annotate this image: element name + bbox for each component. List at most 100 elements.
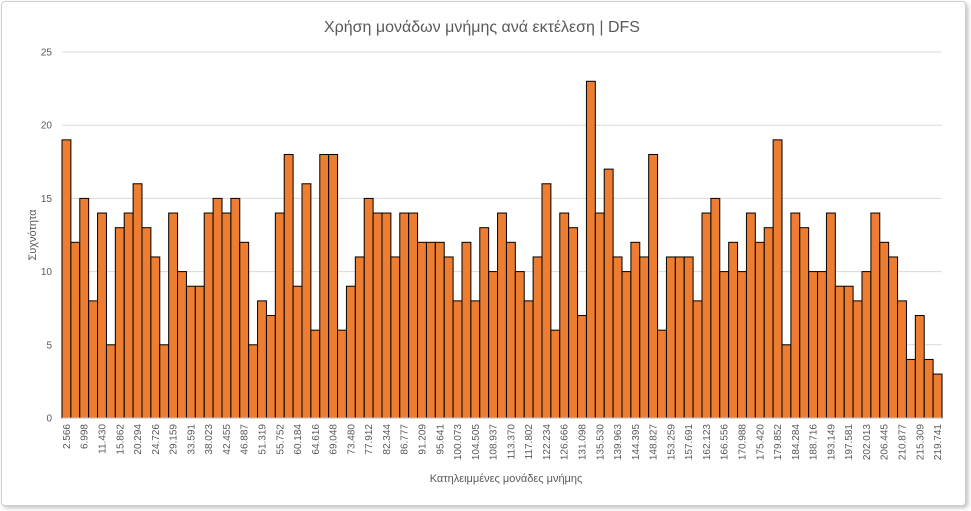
bar	[674, 256, 685, 419]
bar	[923, 358, 934, 419]
bar	[639, 256, 650, 419]
bar	[105, 344, 116, 419]
bar	[541, 183, 552, 419]
bar	[212, 197, 223, 419]
bar	[550, 329, 561, 419]
bar	[345, 285, 356, 419]
bar	[114, 227, 125, 419]
bar	[203, 212, 214, 419]
x-tick-label: 210.877	[898, 424, 909, 461]
bar	[61, 139, 72, 419]
bar	[532, 256, 543, 419]
bar	[657, 329, 667, 419]
bar	[763, 227, 774, 419]
bar	[772, 139, 783, 419]
y-tick-label: 20	[41, 121, 53, 132]
bar	[274, 212, 285, 419]
bar	[594, 212, 605, 419]
bar	[363, 197, 374, 419]
bar	[434, 241, 445, 419]
bar	[123, 212, 134, 419]
x-tick-label: 51.319	[258, 424, 269, 455]
bar	[354, 256, 365, 419]
x-tick-label: 15.862	[115, 424, 126, 455]
bar	[79, 197, 90, 419]
bar	[665, 256, 676, 419]
x-tick-label: 46.887	[240, 424, 251, 455]
x-tick-label: 184.284	[791, 424, 802, 461]
bar	[825, 212, 836, 419]
bar	[897, 300, 907, 419]
bar	[337, 329, 347, 419]
bar	[177, 271, 187, 419]
bar	[710, 197, 721, 419]
bar	[559, 212, 570, 419]
x-tick-label: 86.777	[400, 424, 411, 455]
x-tick-label: 206.445	[880, 424, 891, 461]
bar	[603, 168, 614, 419]
bar	[185, 285, 196, 419]
x-tick-label: 55.752	[275, 424, 286, 455]
x-tick-label: 215.309	[915, 424, 926, 461]
x-tick-label: 202.013	[862, 424, 873, 461]
bar	[328, 153, 339, 419]
bar	[568, 227, 579, 419]
x-tick-label: 153.259	[666, 424, 677, 461]
bar	[159, 344, 170, 419]
bar	[870, 212, 881, 419]
y-axis-ticks: 0 5 10 15 20 25	[41, 48, 53, 425]
x-tick-label: 73.480	[346, 424, 357, 455]
x-tick-label: 64.616	[311, 424, 322, 455]
bars	[61, 80, 943, 419]
bar	[834, 285, 845, 419]
x-tick-label: 188.716	[809, 424, 820, 461]
bar	[914, 315, 925, 419]
x-tick-label: 193.149	[826, 424, 837, 461]
bar	[879, 241, 890, 419]
x-tick-label: 82.344	[382, 424, 393, 455]
bar	[417, 241, 427, 419]
bar	[497, 212, 507, 419]
bar	[683, 256, 694, 419]
bar	[443, 256, 454, 419]
bar	[381, 212, 392, 419]
bar	[301, 183, 312, 419]
x-tick-label: 144.395	[631, 424, 642, 461]
bar	[817, 271, 827, 419]
bar	[399, 212, 410, 419]
bar	[852, 300, 863, 419]
bar	[230, 197, 241, 419]
x-tick-label: 77.912	[364, 424, 375, 455]
bar	[452, 300, 463, 419]
bar	[479, 227, 490, 419]
bar	[905, 358, 916, 419]
x-tick-label: 38.023	[204, 424, 215, 455]
x-tick-label: 69.048	[329, 424, 340, 455]
x-tick-label: 6.998	[80, 424, 91, 449]
y-tick-label: 5	[46, 340, 52, 351]
x-tick-label: 139.963	[613, 424, 624, 461]
x-tick-label: 104.505	[471, 424, 482, 461]
bar	[150, 256, 161, 419]
bar	[372, 212, 383, 419]
x-tick-label: 24.726	[151, 424, 162, 455]
y-tick-label: 25	[41, 48, 53, 59]
bar	[523, 300, 534, 419]
bar	[70, 241, 81, 419]
x-tick-label: 135.530	[595, 424, 606, 461]
bar	[630, 241, 641, 419]
bar	[843, 285, 854, 419]
bar	[319, 153, 330, 419]
x-tick-label: 197.581	[844, 424, 855, 461]
bar	[781, 344, 792, 419]
x-tick-label: 2.566	[62, 424, 73, 449]
bar	[648, 153, 659, 419]
bar	[88, 300, 99, 419]
y-tick-label: 0	[46, 414, 52, 425]
bar	[754, 241, 765, 419]
bar	[585, 80, 596, 419]
bar	[97, 212, 107, 419]
bar	[194, 285, 205, 419]
y-tick-label: 10	[41, 267, 53, 278]
